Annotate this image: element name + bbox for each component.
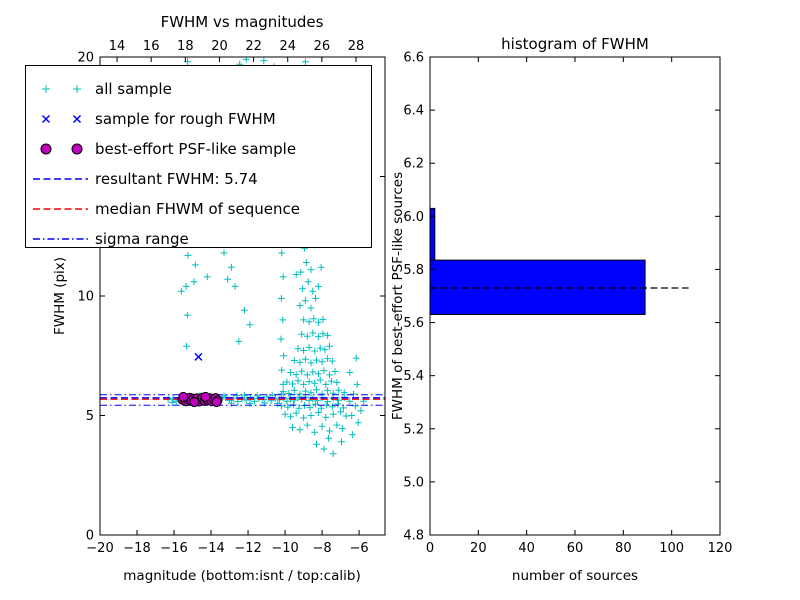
legend-item-6: sigma range: [33, 230, 189, 248]
right-ytick-label: 5.2: [403, 422, 424, 437]
legend-item-label: sample for rough FWHM: [95, 110, 276, 128]
left-xtick-bottom-label: −8: [312, 541, 331, 556]
left-plot-ylabel: FWHM (pix): [52, 257, 68, 335]
legend-item-label: best-effort PSF-like sample: [95, 140, 296, 158]
right-xtick-label: 100: [659, 541, 684, 556]
right-plot: histogram of FWHM 0 20 40 60 80 100 120 4.8 5.0 5…: [390, 35, 732, 584]
rough-fwhm-scatter: [194, 352, 203, 361]
psf-sample-point: [189, 397, 200, 408]
legend-item-2: sample for rough FWHM: [41, 110, 276, 128]
left-xtick-bottom-label: −10: [271, 541, 298, 556]
right-ytick-label: 6.4: [403, 104, 424, 119]
left-xtick-bottom-label: −18: [123, 541, 150, 556]
right-ytick-label: 6.2: [403, 157, 424, 172]
hist-bar: [430, 259, 646, 316]
legend-item-label: sigma range: [95, 230, 189, 248]
left-xtick-top-label: 14: [109, 39, 126, 54]
left-xtick-bottom-label: −16: [160, 541, 187, 556]
legend-box: [25, 65, 372, 248]
right-ytick-label: 6.6: [403, 51, 424, 66]
left-plot-xlabel: magnitude (bottom:isnt / top:calib): [123, 568, 360, 584]
left-ytick-label: 20: [77, 51, 94, 66]
right-xtick-label: 20: [470, 541, 487, 556]
left-xtick-bottom-label: −6: [350, 541, 369, 556]
legend-plus-icon: [73, 85, 81, 93]
right-ytick-label: 5.4: [403, 369, 424, 384]
legend-circle-icon: [40, 143, 52, 155]
right-plot-xlabel: number of sources: [512, 568, 638, 584]
right-xtick-label: 60: [567, 541, 584, 556]
legend: all sample sample for rough FWHM best-effo…: [25, 65, 372, 248]
left-xtick-bottom-label: −14: [197, 541, 224, 556]
right-ytick-label: 4.8: [403, 529, 424, 544]
psf-sample-point: [200, 391, 211, 402]
left-ytick-label: 5: [86, 409, 94, 424]
right-xtick-label: 80: [615, 541, 632, 556]
left-xtick-top-label: 28: [348, 39, 365, 54]
legend-item-label: median FHWM of sequence: [95, 200, 300, 218]
legend-item-3: best-effort PSF-like sample: [40, 140, 296, 158]
right-xtick-label: 40: [518, 541, 535, 556]
legend-plus-icon: [42, 85, 50, 93]
psf-sample-point: [178, 391, 189, 402]
right-ytick-label: 5.6: [403, 316, 424, 331]
legend-circle-icon: [71, 143, 83, 155]
left-xtick-top-label: 20: [211, 39, 228, 54]
legend-x-icon: [72, 114, 82, 124]
legend-item-5: median FHWM of sequence: [33, 200, 300, 218]
psf-sample-point: [211, 397, 222, 408]
psf-sample-scatter: [177, 391, 223, 408]
legend-item-label: all sample: [95, 80, 172, 98]
legend-item-4: resultant FWHM: 5.74: [33, 170, 258, 188]
hist-bar: [430, 207, 436, 261]
left-xtick-top-label: 22: [245, 39, 262, 54]
legend-item-1: all sample: [42, 80, 172, 98]
left-ytick-label: 0: [86, 529, 94, 544]
left-xtick-top-label: 16: [143, 39, 160, 54]
right-ytick-label: 6.0: [403, 210, 424, 225]
right-xtick-label: 0: [426, 541, 434, 556]
left-xtick-bottom-label: −20: [86, 541, 113, 556]
left-xtick-bottom-label: −12: [234, 541, 261, 556]
left-ytick-label: 10: [77, 290, 94, 305]
right-ytick-label: 5.8: [403, 263, 424, 278]
right-plot-ylabel: FWHM of best-effort PSF-like sources: [390, 172, 406, 420]
legend-x-icon: [41, 114, 51, 124]
left-plot-title: FWHM vs magnitudes: [161, 13, 324, 31]
right-ytick-label: 5.0: [403, 475, 424, 490]
left-xtick-top-label: 26: [314, 39, 331, 54]
right-plot-content: 0 20 40 60 80 100 120 4.8 5.0 5.2 5.4 5.6 5.8 6.0 6.2 6…: [403, 51, 732, 557]
right-xtick-label: 120: [708, 541, 733, 556]
legend-item-label: resultant FWHM: 5.74: [95, 170, 258, 188]
left-xtick-top-label: 24: [279, 39, 296, 54]
right-plot-title: histogram of FWHM: [501, 35, 649, 53]
left-xtick-top-label: 18: [177, 39, 194, 54]
